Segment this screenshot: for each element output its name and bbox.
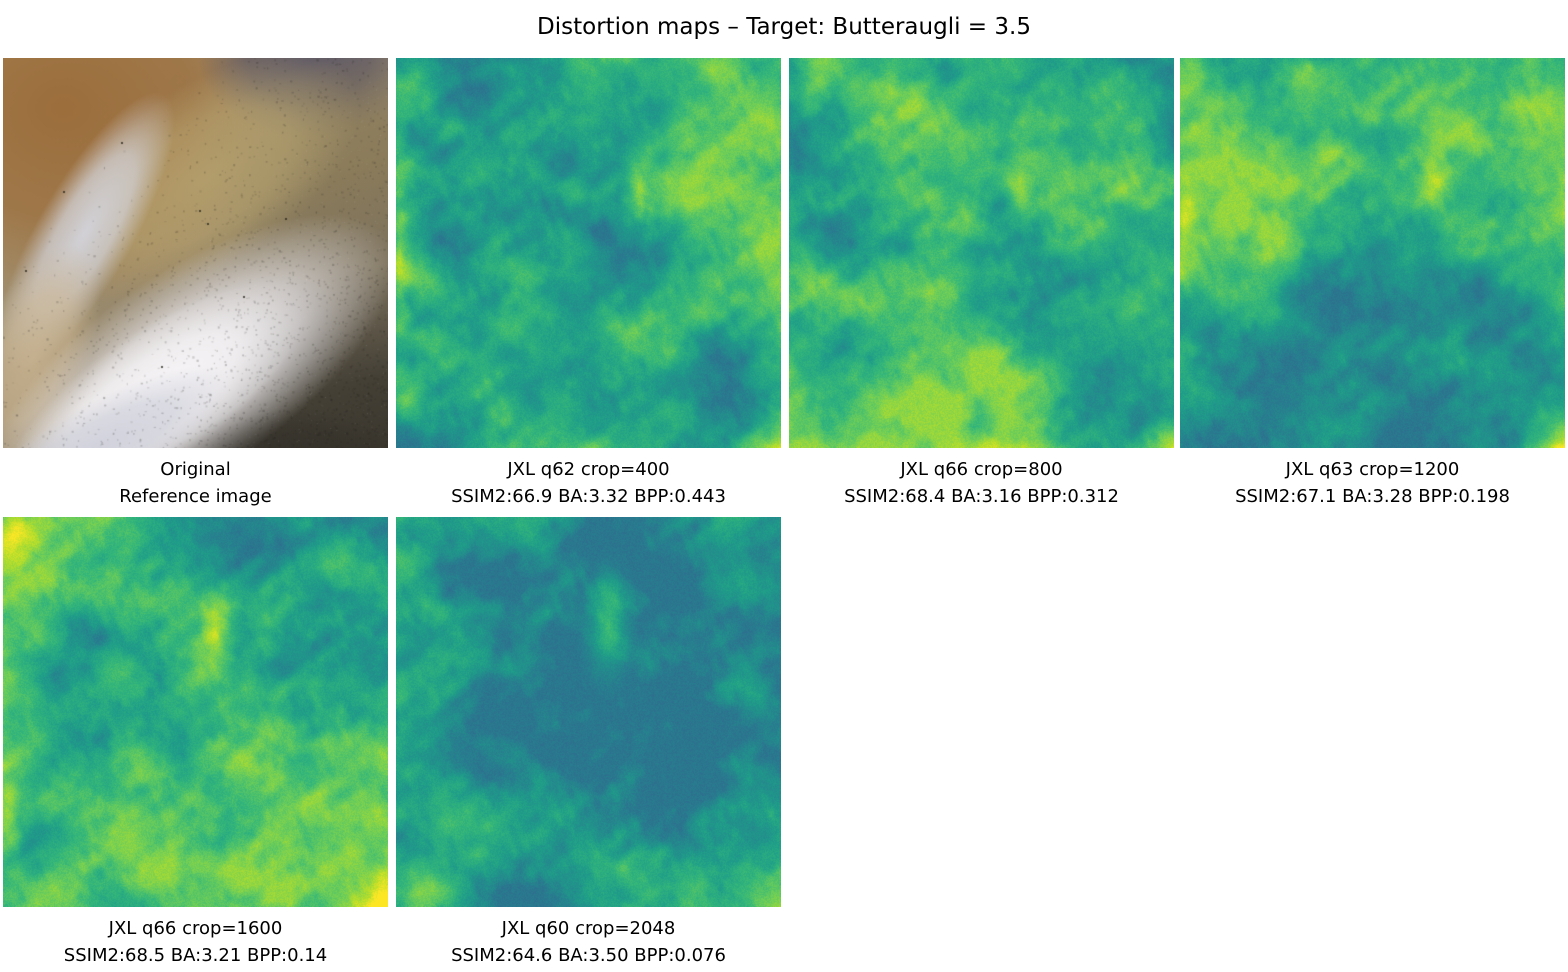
caption-title-line: JXL q62 crop=400 xyxy=(507,459,670,480)
panel-jxl-q66-crop1600: JXL q66 crop=1600 SSIM2:68.5 BA:3.21 BPP… xyxy=(3,517,388,969)
panel-original: Original Reference image xyxy=(3,58,388,510)
panel-caption: Original Reference image xyxy=(3,456,388,510)
panel-jxl-q60-crop2048: JXL q60 crop=2048 SSIM2:64.6 BA:3.50 BPP… xyxy=(396,517,781,969)
distortion-map-canvas xyxy=(396,517,781,907)
caption-title-line: JXL q66 crop=1600 xyxy=(108,918,283,939)
caption-metrics-line: SSIM2:67.1 BA:3.28 BPP:0.198 xyxy=(1235,486,1510,507)
caption-title-line: Original xyxy=(160,459,231,480)
caption-metrics-line: SSIM2:68.5 BA:3.21 BPP:0.14 xyxy=(63,945,328,966)
panel-caption: JXL q66 crop=1600 SSIM2:68.5 BA:3.21 BPP… xyxy=(3,915,388,969)
caption-metrics-line: Reference image xyxy=(119,486,272,507)
caption-metrics-line: SSIM2:64.6 BA:3.50 BPP:0.076 xyxy=(451,945,726,966)
panel-jxl-q62-crop400: JXL q62 crop=400 SSIM2:66.9 BA:3.32 BPP:… xyxy=(396,58,781,510)
panel-caption: JXL q63 crop=1200 SSIM2:67.1 BA:3.28 BPP… xyxy=(1180,456,1565,510)
distortion-map-canvas xyxy=(3,517,388,907)
caption-title-line: JXL q60 crop=2048 xyxy=(501,918,676,939)
caption-title-line: JXL q63 crop=1200 xyxy=(1285,459,1460,480)
distortion-map-canvas xyxy=(396,58,781,448)
panel-caption: JXL q60 crop=2048 SSIM2:64.6 BA:3.50 BPP… xyxy=(396,915,781,969)
reference-image-canvas xyxy=(3,58,388,448)
panel-caption: JXL q62 crop=400 SSIM2:66.9 BA:3.32 BPP:… xyxy=(396,456,781,510)
caption-title-line: JXL q66 crop=800 xyxy=(900,459,1063,480)
figure-title: Distortion maps – Target: Butteraugli = … xyxy=(537,14,1031,40)
panel-caption: JXL q66 crop=800 SSIM2:68.4 BA:3.16 BPP:… xyxy=(789,456,1174,510)
distortion-map-canvas xyxy=(1180,58,1565,448)
caption-metrics-line: SSIM2:68.4 BA:3.16 BPP:0.312 xyxy=(844,486,1119,507)
caption-metrics-line: SSIM2:66.9 BA:3.32 BPP:0.443 xyxy=(451,486,726,507)
panel-jxl-q66-crop800: JXL q66 crop=800 SSIM2:68.4 BA:3.16 BPP:… xyxy=(789,58,1174,510)
panel-jxl-q63-crop1200: JXL q63 crop=1200 SSIM2:67.1 BA:3.28 BPP… xyxy=(1180,58,1565,510)
distortion-map-canvas xyxy=(789,58,1174,448)
